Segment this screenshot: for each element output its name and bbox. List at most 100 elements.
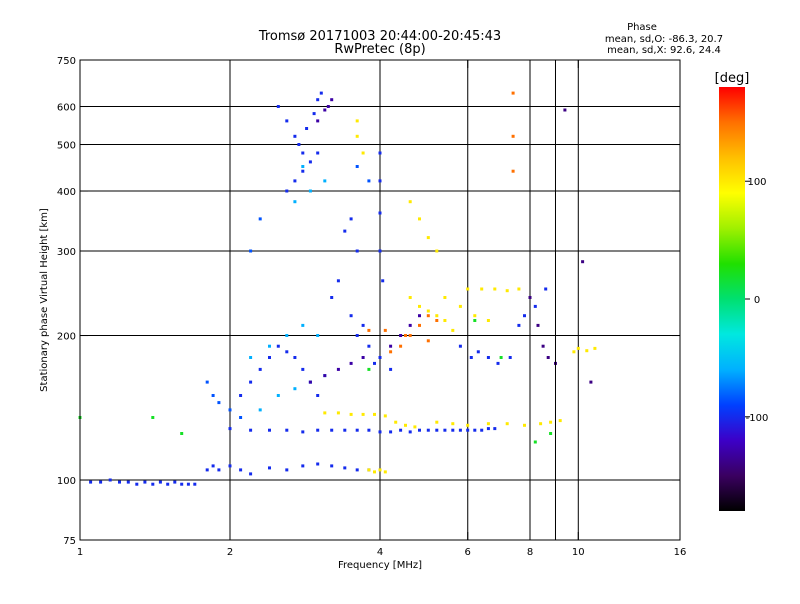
echo-point [549,420,553,424]
y-tick-label: 100 [57,476,76,487]
echo-point [316,151,320,155]
echo-point [367,179,371,183]
echo-point [493,287,497,291]
stats-x-mode: mean, sd,X: 92.6, 24.4 [607,45,721,56]
echo-point [381,279,385,283]
echo-point [316,394,320,397]
echo-point [166,482,170,486]
echo-point [108,478,112,482]
echo-point [443,319,447,322]
echo-point [301,464,305,468]
echo-point [316,334,320,337]
x-tick-label: 8 [527,547,533,558]
echo-point [173,480,177,484]
echo-point [316,428,320,432]
y-tick-label: 600 [57,103,76,114]
echo-point [539,422,543,426]
echo-point [435,249,439,253]
echo-point [404,334,407,337]
echo-point [349,412,353,416]
echo-point [505,289,509,293]
echo-point [404,423,407,427]
echo-point [355,165,359,168]
echo-point [326,105,330,108]
echo-point [239,416,243,419]
echo-point [378,249,382,253]
echo-point [285,119,289,123]
echo-point [373,412,376,416]
echo-point [399,428,403,432]
echo-point [378,468,382,472]
y-tick-label: 500 [57,141,76,152]
y-tick-label: 75 [63,536,76,547]
echo-point [486,356,490,359]
echo-point [361,412,365,416]
echo-point [443,428,447,432]
echo-point [451,328,455,332]
echo-point [293,134,297,138]
colorbar-label: [deg] [715,71,750,86]
echo-point [549,432,553,435]
echo-point [301,430,305,434]
echo-point [473,428,477,432]
echo-point [546,356,550,359]
echo-point [408,430,412,434]
echo-point [308,380,312,384]
colorbar-tick-label: 100 [747,177,766,188]
echo-point [435,420,439,424]
echo-point [378,151,382,155]
echo-point [418,314,421,318]
echo-point [99,480,103,484]
echo-point [378,211,382,215]
echo-point [343,466,347,470]
echo-point [293,200,297,204]
echo-point [355,468,359,472]
echo-point [293,356,297,359]
echo-point [458,428,462,432]
echo-point [389,430,393,434]
echo-point [211,464,215,468]
echo-point [505,422,509,426]
grid-lines [80,60,680,540]
echo-point [316,119,320,123]
echo-point [499,356,503,359]
chart-subtitle: RwPretec (8p) [334,42,425,57]
echo-point [239,394,243,397]
echo-point [541,344,545,348]
echo-point [418,304,421,308]
echo-point [355,249,359,253]
echo-point [211,394,215,397]
echo-point [308,160,312,164]
echo-point [228,427,232,431]
echo-point [466,423,470,427]
echo-point [418,217,421,221]
x-tick-label: 6 [465,547,471,558]
echo-point [476,350,480,354]
echo-point [408,323,412,327]
echo-point [336,411,340,415]
echo-point [249,472,253,476]
echo-point [268,344,271,348]
colorbar-tick-label: 0 [754,295,760,306]
stats-heading: Phase [627,22,657,33]
echo-point [486,319,490,322]
echo-point [486,422,490,426]
echo-point [349,361,353,365]
echo-point [258,367,262,371]
echo-point [508,356,512,359]
echo-point [480,428,484,432]
echo-point [361,151,365,155]
echo-point [180,432,184,435]
y-tick-label: 300 [57,247,76,258]
echo-point [378,356,382,359]
echo-point [158,480,162,484]
echo-point [480,287,484,291]
echo-point [316,462,320,466]
x-tick-label: 10 [572,547,585,558]
echo-point [217,401,221,405]
echo-point [511,134,515,138]
echo-point [544,287,548,291]
echo-point [523,314,526,318]
echo-point [293,179,297,183]
